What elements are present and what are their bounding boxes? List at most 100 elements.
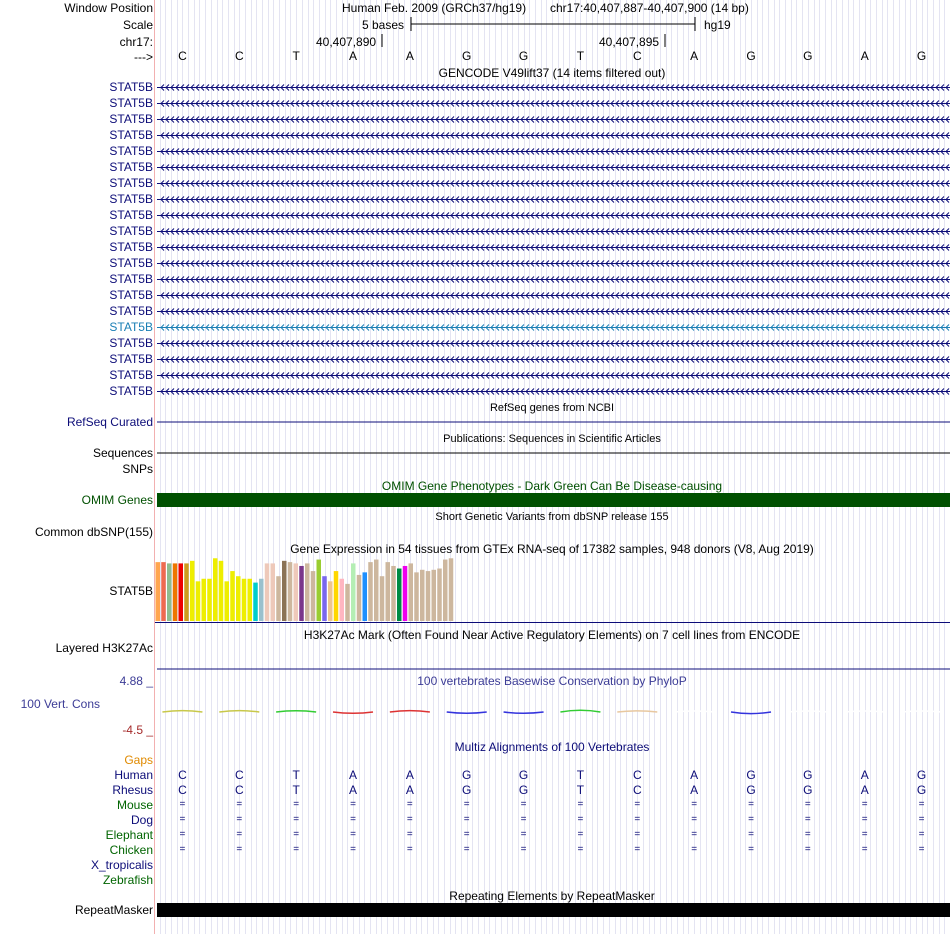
alignment-base: = [577, 829, 584, 840]
gencode-transcript-label[interactable]: STAT5B [109, 384, 153, 398]
species-label[interactable]: Zebrafish [102, 873, 153, 887]
alignment-base: = [691, 799, 698, 810]
gencode-transcript-label[interactable]: STAT5B [109, 320, 153, 334]
alignment-base: = [634, 799, 641, 810]
phylop-base-mark [503, 711, 544, 714]
gaps-label[interactable]: Gaps [124, 753, 153, 767]
gtex-tissue-bar [259, 578, 264, 621]
strand-arrow-icon [160, 132, 950, 139]
gtex-tissue-bar [397, 568, 402, 621]
gencode-transcript-label[interactable]: STAT5B [109, 368, 153, 382]
gencode-transcript-label[interactable]: STAT5B [109, 352, 153, 366]
h3k27ac-label[interactable]: Layered H3K27Ac [55, 641, 153, 655]
omim-feature[interactable] [157, 493, 950, 507]
alignment-base: = [350, 829, 356, 840]
alignment-base: = [463, 829, 470, 840]
gencode-transcript-label[interactable]: STAT5B [109, 176, 153, 190]
species-label[interactable]: Elephant [105, 828, 153, 842]
strand-arrow-icon [160, 388, 950, 395]
h3k27ac-title: H3K27Ac Mark (Often Found Near Active Re… [303, 628, 801, 642]
alignment-base: = [293, 799, 300, 810]
gencode-transcript-label[interactable]: STAT5B [109, 128, 153, 142]
snps-label[interactable]: SNPs [122, 462, 153, 476]
gencode-transcript-label[interactable]: STAT5B [109, 112, 153, 126]
omim-label[interactable]: OMIM Genes [81, 493, 153, 507]
gencode-transcript-label[interactable]: STAT5B [109, 96, 153, 110]
gencode-transcript-label[interactable]: STAT5B [109, 80, 153, 94]
species-label[interactable]: X_tropicalis [90, 858, 153, 872]
species-label[interactable]: Dog [130, 813, 153, 827]
gtex-tissue-bar [230, 571, 235, 621]
ruler-base: T [576, 49, 585, 63]
gtex-tissue-bar [345, 583, 350, 621]
gtex-tissue-bar [339, 578, 344, 621]
refseq-label[interactable]: RefSeq Curated [66, 415, 153, 429]
gtex-tissue-bar [155, 562, 160, 621]
alignment-base: = [577, 799, 584, 810]
species-label[interactable]: Chicken [109, 843, 153, 857]
gencode-transcript-label[interactable]: STAT5B [109, 272, 153, 286]
gencode-transcript-label[interactable]: STAT5B [109, 288, 153, 302]
gencode-transcript-label[interactable]: STAT5B [109, 224, 153, 238]
ruler-base: C [234, 49, 244, 63]
alignment-base: = [748, 814, 754, 825]
repeatmasker-label[interactable]: RepeatMasker [74, 903, 153, 917]
gencode-transcript-label[interactable]: STAT5B [109, 256, 153, 270]
alignment-base: = [179, 829, 186, 840]
alignment-base: = [350, 814, 356, 825]
alignment-base: A [860, 783, 869, 797]
phylop-base-mark [219, 709, 260, 713]
gtex-tissue-bar [448, 558, 454, 621]
ruler-base: C [178, 49, 187, 63]
species-label[interactable]: Rhesus [112, 783, 153, 797]
alignment-base: = [918, 844, 925, 855]
position-text[interactable]: chr17:40,407,887-40,407,900 (14 bp) [550, 1, 749, 15]
ruler-base: G [746, 49, 756, 63]
gtex-tissue-bar [201, 578, 206, 621]
publications-label[interactable]: Sequences [92, 446, 153, 460]
alignment-base: = [804, 799, 811, 810]
gtex-tissue-bar [379, 576, 385, 621]
strand-arrow-icon [160, 260, 950, 267]
alignment-base: A [690, 783, 699, 797]
gtex-tissue-bar [414, 572, 419, 621]
gencode-transcript-label[interactable]: STAT5B [109, 240, 153, 254]
gencode-transcript-label[interactable]: STAT5B [109, 336, 153, 350]
gencode-transcript-label[interactable]: STAT5B [109, 304, 153, 318]
strand-arrow-icon [160, 196, 950, 203]
alignment-base: = [406, 814, 413, 825]
phylop-label[interactable]: 100 Vert. Cons [20, 697, 100, 711]
alignment-base: = [350, 799, 356, 810]
alignment-base: G [746, 783, 756, 797]
gencode-transcript-label[interactable]: STAT5B [109, 160, 153, 174]
alignment-base: T [576, 768, 585, 782]
species-label[interactable]: Human [114, 768, 153, 782]
repeatmasker-feature[interactable] [157, 903, 950, 917]
gencode-transcript-label[interactable]: STAT5B [109, 208, 153, 222]
window-position-label: Window Position [64, 1, 153, 15]
alignment-base: = [236, 814, 243, 825]
dbsnp-label[interactable]: Common dbSNP(155) [34, 525, 153, 539]
gencode-transcript-label[interactable]: STAT5B [109, 144, 153, 158]
multiz-title: Multiz Alignments of 100 Vertebrates [454, 740, 650, 754]
gtex-tissue-bar [224, 581, 229, 621]
phylop-min-label: -4.5 _ [122, 723, 153, 737]
gtex-tissue-bar [333, 571, 339, 621]
omim-title: OMIM Gene Phenotypes - Dark Green Can Be… [381, 479, 723, 493]
alignment-base: T [292, 768, 300, 782]
gtex-label[interactable]: STAT5B [109, 584, 153, 598]
gtex-tissue-bar [287, 562, 293, 621]
gencode-transcript-label[interactable]: STAT5B [109, 192, 153, 206]
gtex-tissue-bar [270, 563, 275, 621]
db-text: hg19 [704, 18, 731, 32]
alignment-base: = [691, 844, 698, 855]
alignment-base: G [746, 768, 756, 782]
gtex-tissue-bar [161, 562, 166, 621]
gtex-tissue-bar [241, 578, 247, 621]
species-label[interactable]: Mouse [116, 798, 153, 812]
